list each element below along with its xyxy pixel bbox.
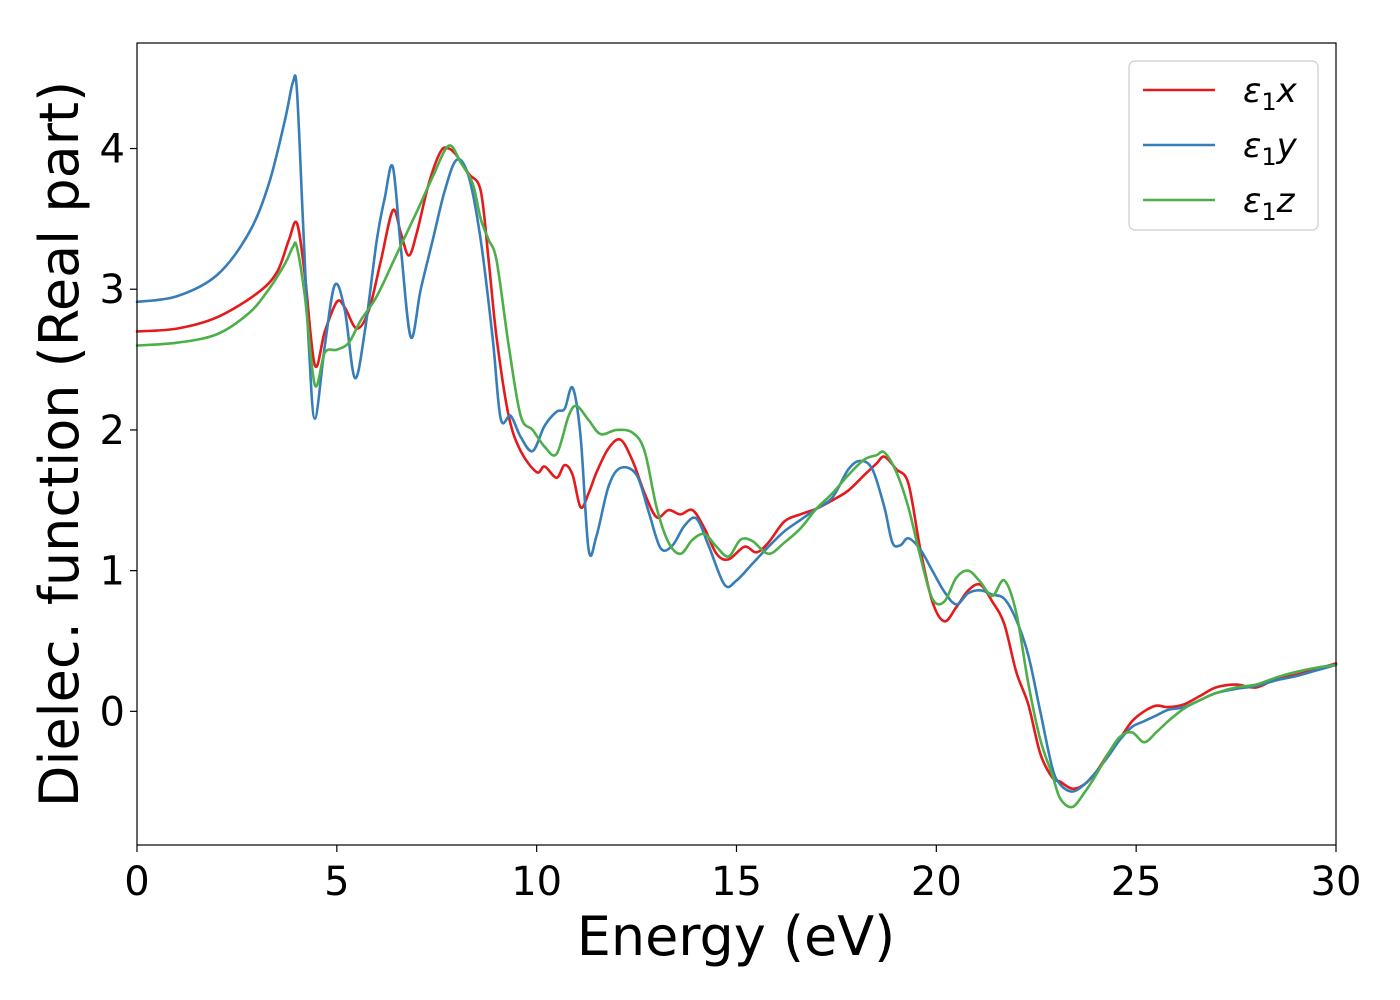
x-tick-label: 15 (711, 859, 762, 905)
x-axis-title: Energy (eV) (577, 905, 896, 968)
x-tick-label: 10 (511, 859, 562, 905)
legend-label-2: ε1y (1243, 126, 1298, 171)
y-axis-title: Dielec. function (Real part) (28, 81, 91, 807)
legend-label-base: ε (1243, 181, 1261, 221)
series-line-3 (135, 144, 1338, 809)
y-tick-label: 4 (100, 127, 125, 173)
x-tick-label: 25 (1111, 859, 1162, 905)
y-tick-label: 0 (100, 689, 125, 735)
legend-label-base: ε (1243, 71, 1261, 111)
x-tick-label: 5 (324, 859, 349, 905)
legend-label-3: ε1z (1243, 181, 1296, 226)
y-tick-label: 1 (100, 549, 125, 595)
legend-label-subscript: 1 (1261, 198, 1276, 226)
y-tick-label: 3 (100, 267, 125, 313)
tick-layer: 0 5 10 15 20 25 30 0 1 2 3 4 (100, 127, 1362, 905)
legend-label-base: ε (1243, 126, 1261, 166)
x-tick-label: 20 (911, 859, 962, 905)
legend-label-1: ε1x (1243, 71, 1298, 116)
series-layer (135, 74, 1338, 809)
legend-label-subscript: 1 (1261, 143, 1276, 171)
legend-label-subscript: 1 (1261, 88, 1276, 116)
x-tick-label: 30 (1311, 859, 1362, 905)
legend-label-suffix: x (1276, 71, 1298, 111)
legend-label-suffix: z (1276, 181, 1296, 221)
legend-label-suffix: y (1276, 126, 1298, 166)
x-tick-label: 0 (124, 859, 149, 905)
y-tick-label: 2 (100, 408, 125, 454)
series-line-2 (135, 74, 1338, 793)
legend-box (1128, 60, 1319, 231)
